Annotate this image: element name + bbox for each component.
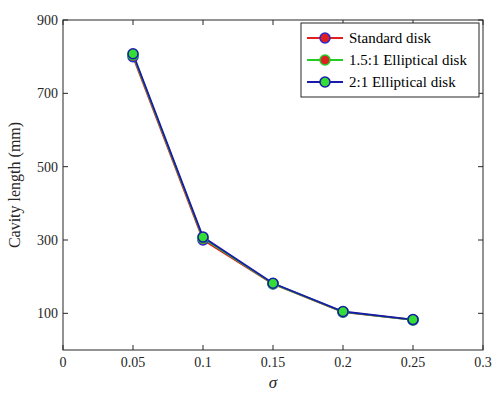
series-marker	[408, 315, 418, 325]
chart-container: 0 0.05 0.1 0.15 0.2 0.25 0.3 100 300 500 700 900 σ Ca…	[0, 0, 500, 397]
series-marker	[338, 307, 348, 317]
y-tick-label: 500	[37, 160, 58, 175]
legend-label: 2:1 Elliptical disk	[349, 74, 456, 90]
x-tick	[273, 345, 274, 350]
legend-marker	[320, 77, 330, 87]
y-axis-label: Cavity length (mm)	[6, 122, 24, 248]
x-tick	[203, 20, 204, 25]
y-tick	[478, 240, 483, 241]
series-marker	[268, 279, 278, 289]
y-tick	[478, 313, 483, 314]
y-tick-label: 700	[37, 86, 58, 101]
x-tick	[343, 345, 344, 350]
y-tick-label: 300	[37, 233, 58, 248]
x-tick	[273, 20, 274, 25]
series-marker	[338, 307, 348, 317]
chart: 0 0.05 0.1 0.15 0.2 0.25 0.3 100 300 500 700 900 σ Ca…	[0, 0, 500, 397]
x-axis-label: σ	[269, 373, 278, 392]
x-tick	[133, 345, 134, 350]
series-marker	[198, 232, 208, 242]
y-tick	[63, 166, 68, 167]
y-tick	[478, 166, 483, 167]
x-tick-label: 0	[60, 355, 67, 370]
x-tick	[133, 20, 134, 25]
legend-marker	[320, 33, 330, 43]
plot-frame	[63, 20, 483, 350]
x-tick-label: 0.05	[121, 355, 146, 370]
legend-box	[301, 23, 479, 97]
x-tick-label: 0.2	[334, 355, 352, 370]
x-tick-label: 0.25	[401, 355, 426, 370]
legend: Standard disk 1.5:1 Elliptical disk 2:1 El…	[301, 23, 479, 97]
x-tick	[203, 345, 204, 350]
plot-background	[63, 20, 483, 350]
series-marker	[338, 307, 348, 317]
x-tick-label: 0.1	[194, 355, 212, 370]
y-tick	[63, 93, 68, 94]
legend-label: Standard disk	[349, 30, 432, 46]
series-marker	[408, 315, 418, 325]
y-tick	[63, 240, 68, 241]
legend-marker	[320, 55, 330, 65]
y-tick-label: 100	[37, 306, 58, 321]
series-marker	[268, 278, 278, 288]
x-tick-label: 0.15	[261, 355, 286, 370]
y-tick-label: 900	[37, 13, 58, 28]
x-tick-label: 0.3	[474, 355, 492, 370]
series-marker	[268, 279, 278, 289]
series-marker	[128, 49, 138, 59]
y-tick	[63, 313, 68, 314]
series-marker	[408, 315, 418, 325]
legend-label: 1.5:1 Elliptical disk	[349, 52, 467, 68]
x-tick	[413, 345, 414, 350]
